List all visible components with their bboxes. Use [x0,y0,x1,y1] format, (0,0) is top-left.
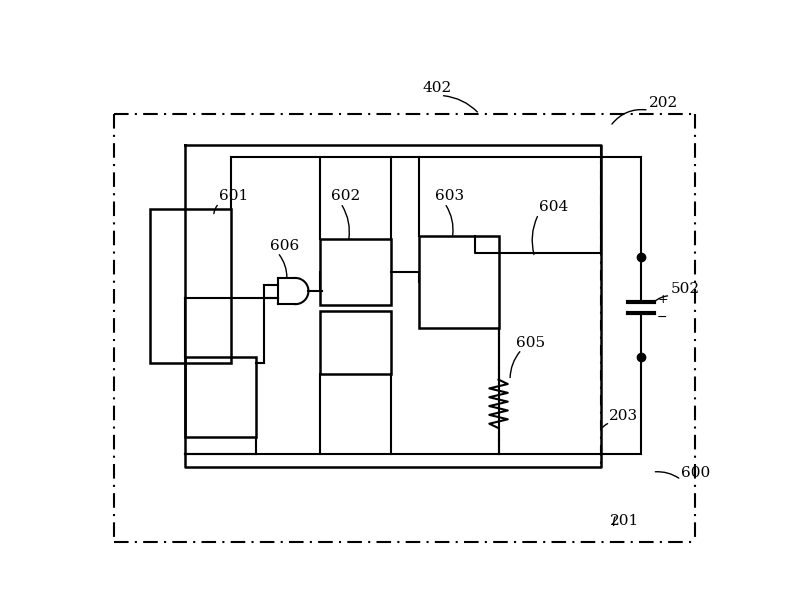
Bar [185,357,256,437]
Text: 600: 600 [681,466,710,480]
Text: 502: 502 [670,282,699,296]
Text: 606: 606 [270,238,299,253]
Text: 602: 602 [331,189,361,203]
Bar [150,209,231,363]
Text: +: + [657,293,668,306]
Text: 603: 603 [434,189,464,203]
Text: 605: 605 [516,336,546,349]
Text: −: − [657,310,668,324]
Text: 601: 601 [219,189,248,203]
Text: 604: 604 [538,200,568,214]
Text: 203: 203 [609,409,638,423]
Bar [320,240,390,305]
Text: 201: 201 [610,514,639,528]
Bar [419,235,498,328]
Text: 202: 202 [649,96,678,110]
Bar [320,311,390,374]
Text: 402: 402 [422,81,451,95]
